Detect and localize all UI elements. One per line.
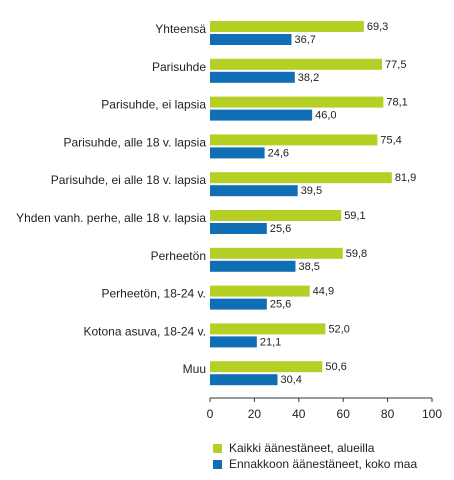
category-label: Parisuhde, ei alle 18 v. lapsia: [51, 173, 207, 187]
bar-series-2: [210, 298, 267, 310]
bar-series-1: [210, 172, 392, 184]
data-label-series-2: 21,1: [260, 336, 281, 348]
data-label-series-2: 38,2: [298, 72, 319, 84]
bar-series-1: [210, 58, 383, 70]
category-label: Perheetön: [151, 249, 206, 263]
bar-series-2: [210, 185, 298, 197]
x-tick-label: 40: [292, 407, 306, 421]
data-label-series-2: 25,6: [270, 299, 291, 311]
category-label: Yhden vanh. perhe, alle 18 v. lapsia: [16, 211, 206, 225]
bar-series-1: [210, 210, 342, 221]
bar-series-2: [210, 260, 296, 272]
category-label: Parisuhde: [152, 60, 206, 74]
data-label-series-1: 78,1: [386, 97, 407, 109]
bar-series-1: [210, 96, 384, 108]
x-tick-label: 80: [381, 407, 395, 421]
bar-series-2: [210, 223, 267, 234]
bar-series-1: [210, 361, 323, 373]
x-tick-label: 0: [207, 407, 214, 421]
data-label-series-2: 24,6: [268, 147, 289, 159]
data-label-series-1: 59,1: [344, 210, 365, 222]
bar-series-1: [210, 134, 378, 146]
bar-series-2: [210, 374, 278, 386]
bar-series-2: [210, 109, 313, 121]
data-label-series-1: 59,8: [346, 248, 367, 260]
category-label: Perheetön, 18-24 v.: [101, 287, 206, 301]
bar-series-1: [210, 285, 310, 297]
bar-series-2: [210, 336, 257, 348]
data-label-series-1: 52,0: [328, 323, 349, 335]
bar-series-1: [210, 323, 326, 335]
data-label-series-1: 44,9: [313, 286, 334, 298]
data-label-series-2: 39,5: [301, 185, 322, 197]
legend-item-series-2: Ennakkoon äänestäneet, koko maa: [213, 456, 417, 472]
legend-item-series-1: Kaikki äänestäneet, alueilla: [213, 440, 417, 456]
category-label: Parisuhde, ei lapsia: [101, 98, 206, 112]
x-tick-label: 100: [422, 407, 442, 421]
bar-series-1: [210, 21, 364, 32]
data-label-series-2: 38,5: [298, 261, 319, 273]
data-label-series-1: 81,9: [395, 172, 416, 184]
category-label: Muu: [183, 362, 206, 376]
legend-label-series-1: Kaikki äänestäneet, alueilla: [229, 441, 375, 455]
legend-swatch-series-2: [213, 459, 222, 469]
bar-series-1: [210, 247, 343, 259]
category-label: Yhteensä: [155, 22, 206, 36]
legend: Kaikki äänestäneet, alueilla Ennakkoon ä…: [213, 440, 417, 472]
x-tick-label: 20: [248, 407, 262, 421]
category-label: Parisuhde, alle 18 v. lapsia: [63, 135, 206, 149]
data-label-series-2: 25,6: [270, 223, 291, 235]
data-label-series-1: 75,4: [380, 134, 401, 146]
bar-series-2: [210, 71, 295, 83]
bar-series-2: [210, 34, 292, 45]
legend-swatch-series-1: [213, 443, 222, 453]
legend-label-series-2: Ennakkoon äänestäneet, koko maa: [229, 457, 418, 471]
category-label: Kotona asuva, 18-24 v.: [83, 324, 206, 338]
data-label-series-2: 30,4: [280, 374, 301, 386]
x-tick-label: 60: [337, 407, 351, 421]
data-label-series-1: 50,6: [325, 361, 346, 373]
bar-series-2: [210, 147, 265, 159]
data-label-series-2: 36,7: [294, 34, 315, 46]
data-label-series-1: 69,3: [367, 21, 388, 33]
data-label-series-1: 77,5: [385, 59, 406, 71]
data-label-series-2: 46,0: [315, 110, 336, 122]
